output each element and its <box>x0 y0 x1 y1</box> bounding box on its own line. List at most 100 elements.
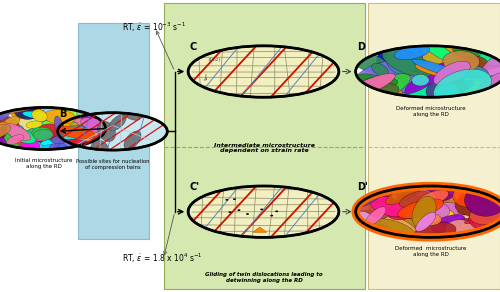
Ellipse shape <box>0 128 14 145</box>
Ellipse shape <box>404 188 444 211</box>
Ellipse shape <box>384 217 416 235</box>
Ellipse shape <box>415 179 455 201</box>
Ellipse shape <box>69 127 107 138</box>
Ellipse shape <box>464 202 500 224</box>
Ellipse shape <box>382 60 410 77</box>
Ellipse shape <box>0 127 1 136</box>
Ellipse shape <box>0 128 20 150</box>
Ellipse shape <box>54 108 79 122</box>
Ellipse shape <box>376 60 400 82</box>
Ellipse shape <box>53 104 77 127</box>
Ellipse shape <box>418 188 436 205</box>
Circle shape <box>270 215 273 216</box>
Ellipse shape <box>471 213 500 232</box>
Ellipse shape <box>44 110 76 124</box>
Ellipse shape <box>413 212 442 226</box>
Ellipse shape <box>90 140 110 164</box>
Ellipse shape <box>443 55 486 78</box>
Ellipse shape <box>465 50 500 71</box>
Ellipse shape <box>416 212 436 232</box>
Ellipse shape <box>372 63 388 77</box>
Ellipse shape <box>0 107 106 150</box>
Ellipse shape <box>382 48 432 77</box>
Ellipse shape <box>434 81 464 98</box>
Ellipse shape <box>98 121 116 142</box>
Ellipse shape <box>74 118 92 127</box>
Ellipse shape <box>370 83 399 99</box>
Ellipse shape <box>418 41 452 58</box>
Ellipse shape <box>366 207 386 226</box>
Ellipse shape <box>386 215 416 230</box>
Ellipse shape <box>370 196 407 217</box>
Ellipse shape <box>53 135 78 149</box>
Ellipse shape <box>188 46 339 97</box>
Ellipse shape <box>365 218 417 244</box>
Ellipse shape <box>425 224 450 238</box>
Text: Deformed  microstructure
along the RD: Deformed microstructure along the RD <box>396 246 466 257</box>
Ellipse shape <box>414 222 456 242</box>
Ellipse shape <box>464 77 500 95</box>
Circle shape <box>228 211 232 213</box>
Ellipse shape <box>458 204 483 215</box>
Ellipse shape <box>460 200 499 214</box>
Ellipse shape <box>422 201 450 218</box>
Ellipse shape <box>2 124 30 141</box>
Ellipse shape <box>464 51 486 63</box>
Ellipse shape <box>88 135 110 146</box>
Ellipse shape <box>6 135 24 145</box>
Ellipse shape <box>356 84 403 103</box>
Ellipse shape <box>484 77 500 94</box>
Ellipse shape <box>0 107 34 115</box>
Ellipse shape <box>354 189 396 209</box>
Ellipse shape <box>400 191 430 208</box>
Ellipse shape <box>454 81 474 91</box>
Ellipse shape <box>422 58 443 70</box>
Ellipse shape <box>82 102 116 119</box>
Ellipse shape <box>109 114 126 131</box>
Ellipse shape <box>356 211 382 232</box>
Ellipse shape <box>12 109 44 117</box>
Ellipse shape <box>414 189 435 201</box>
Ellipse shape <box>412 74 429 86</box>
Ellipse shape <box>32 110 47 121</box>
Ellipse shape <box>472 185 494 208</box>
Ellipse shape <box>29 135 46 141</box>
Ellipse shape <box>456 194 500 217</box>
Circle shape <box>260 208 263 210</box>
Ellipse shape <box>55 117 70 134</box>
Circle shape <box>246 213 249 215</box>
Ellipse shape <box>474 213 500 237</box>
Ellipse shape <box>403 204 422 227</box>
Ellipse shape <box>394 46 430 60</box>
Ellipse shape <box>60 100 76 124</box>
Ellipse shape <box>346 50 394 76</box>
Ellipse shape <box>0 125 6 135</box>
Ellipse shape <box>394 195 429 219</box>
Ellipse shape <box>386 182 423 205</box>
Ellipse shape <box>435 83 460 103</box>
Ellipse shape <box>6 125 27 133</box>
Ellipse shape <box>388 202 418 220</box>
Ellipse shape <box>402 194 434 213</box>
Ellipse shape <box>412 190 457 216</box>
Ellipse shape <box>80 129 92 135</box>
Ellipse shape <box>30 121 65 133</box>
Ellipse shape <box>82 109 103 126</box>
Ellipse shape <box>31 143 41 150</box>
Ellipse shape <box>54 116 64 137</box>
Ellipse shape <box>436 69 500 98</box>
Ellipse shape <box>72 118 87 123</box>
Text: Deformed microstructure
along the RD: Deformed microstructure along the RD <box>396 106 466 117</box>
Ellipse shape <box>0 125 8 144</box>
Ellipse shape <box>453 41 482 58</box>
Ellipse shape <box>0 141 2 152</box>
Ellipse shape <box>32 125 62 136</box>
Ellipse shape <box>74 130 99 147</box>
Text: Possible sites for nucleation
of compression twins: Possible sites for nucleation of compres… <box>76 159 149 170</box>
Ellipse shape <box>46 111 66 121</box>
Ellipse shape <box>398 199 444 218</box>
Ellipse shape <box>397 217 434 245</box>
Ellipse shape <box>378 76 404 90</box>
Ellipse shape <box>48 105 56 131</box>
Ellipse shape <box>81 117 108 127</box>
